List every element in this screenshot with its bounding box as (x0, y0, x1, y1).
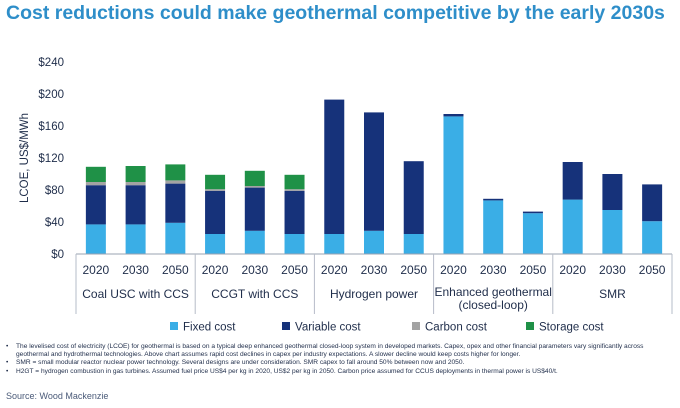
footnote-text: SMR = small modular reactor nuclear powe… (16, 359, 465, 367)
bar-segment (85, 185, 106, 225)
y-tick-label: $80 (45, 185, 64, 197)
group-label: SMR (599, 287, 626, 301)
bar-segment (244, 170, 265, 186)
footnote: • SMR = small modular reactor nuclear pow… (6, 359, 678, 367)
source-label: Source: Wood Mackenzie (6, 391, 109, 401)
bar-segment (125, 224, 146, 254)
footnote: • The levelised cost of electricity (LCOE… (6, 343, 678, 359)
bar-segment (85, 224, 106, 254)
group-label: CCGT with CCS (211, 287, 298, 301)
x-tick-label: 2030 (241, 263, 268, 277)
bar-segment (244, 187, 265, 231)
group-label: Enhanced geothermal (closed-loop) (434, 285, 551, 312)
x-tick-label: 2050 (639, 263, 666, 277)
bar-segment (244, 186, 265, 188)
x-tick-label: 2050 (281, 263, 308, 277)
y-tick-label: $200 (38, 89, 64, 101)
bar-segment (165, 183, 186, 223)
legend-swatch (170, 322, 178, 330)
bar-segment (85, 182, 106, 186)
bar-segment (364, 112, 384, 231)
x-tick-label: 2020 (83, 263, 110, 277)
bar-segment (205, 189, 226, 191)
y-tick-label: $240 (38, 57, 64, 69)
bar-segment (602, 174, 623, 210)
legend-label: Variable cost (295, 322, 361, 334)
bar-segment (403, 234, 424, 254)
x-tick-label: 2030 (599, 263, 626, 277)
group-label: Coal USC with CCS (82, 287, 189, 301)
bar-segment (165, 180, 186, 184)
x-tick-label: 2020 (559, 263, 586, 277)
bar-segment (562, 162, 583, 200)
bar-segment (324, 234, 345, 254)
footnotes: • The levelised cost of electricity (LCOE… (6, 343, 678, 376)
x-tick-label: 2050 (162, 263, 189, 277)
bar-segment (205, 174, 226, 190)
bar-segment (443, 116, 464, 255)
bar-segment (205, 190, 226, 234)
legend: Fixed cost Variable cost Carbon cost Storag… (170, 322, 604, 334)
legend-swatch (526, 322, 534, 330)
bar-segment (364, 230, 384, 254)
group-label: Hydrogen power (330, 287, 418, 301)
footnote-text: The levelised cost of electricity (LCOE)… (16, 343, 644, 359)
y-tick-label: $120 (38, 153, 64, 165)
legend-swatch (412, 322, 420, 330)
bar-segment (562, 199, 583, 254)
x-axis: 2020 2030 2050 2020 2030 2050 2020 2030 2050 2020… (75, 253, 673, 314)
legend-label: Storage cost (539, 322, 604, 334)
bar-segment (642, 221, 663, 254)
bar-segment (284, 189, 305, 191)
bars (85, 99, 663, 255)
x-tick-label: 2030 (480, 263, 507, 277)
bar-segment (602, 210, 623, 254)
stacked-bar-chart: $0 $40 $80 $120 $160 $200 $240 LCOE, US$/MWh 20… (19, 57, 673, 334)
y-tick-label: $40 (45, 217, 64, 229)
x-tick-label: 2030 (122, 263, 149, 277)
y-axis-label: LCOE, US$/MWh (19, 113, 31, 203)
chart-title: Cost reductions could make geothermal co… (6, 2, 665, 24)
bar-segment (284, 190, 305, 234)
bar-segment (284, 174, 305, 190)
x-tick-label: 2050 (400, 263, 427, 277)
y-axis: $0 $40 $80 $120 $160 $200 $240 LCOE, US$/MWh (19, 57, 64, 261)
legend-label: Fixed cost (183, 322, 236, 334)
bar-segment (284, 234, 305, 254)
bar-segment (125, 182, 146, 186)
footnote: • H2GT = hydrogen combustion in gas turbi… (6, 368, 678, 376)
y-tick-label: $0 (51, 249, 64, 261)
x-tick-label: 2020 (321, 263, 348, 277)
bar-segment (403, 161, 424, 234)
y-tick-label: $160 (38, 121, 64, 133)
bar-segment (165, 164, 186, 181)
bar-segment (324, 99, 345, 234)
footnote-text: H2GT = hydrogen combustion in gas turbin… (16, 367, 558, 375)
bar-segment (483, 198, 504, 201)
bar-segment (642, 184, 663, 222)
legend-label: Carbon cost (425, 322, 488, 334)
bar-segment (85, 166, 106, 182)
legend-swatch (282, 322, 290, 330)
x-tick-label: 2050 (520, 263, 547, 277)
bar-segment (125, 166, 146, 182)
bar-segment (165, 222, 186, 254)
x-tick-label: 2030 (361, 263, 388, 277)
bar-segment (522, 213, 543, 254)
x-tick-label: 2020 (202, 263, 229, 277)
x-tick-label: 2020 (440, 263, 467, 277)
bar-segment (483, 200, 504, 254)
bar-segment (443, 114, 464, 117)
bar-segment (522, 211, 543, 214)
bar-segment (205, 234, 226, 254)
bar-segment (244, 230, 265, 254)
bar-segment (125, 185, 146, 225)
